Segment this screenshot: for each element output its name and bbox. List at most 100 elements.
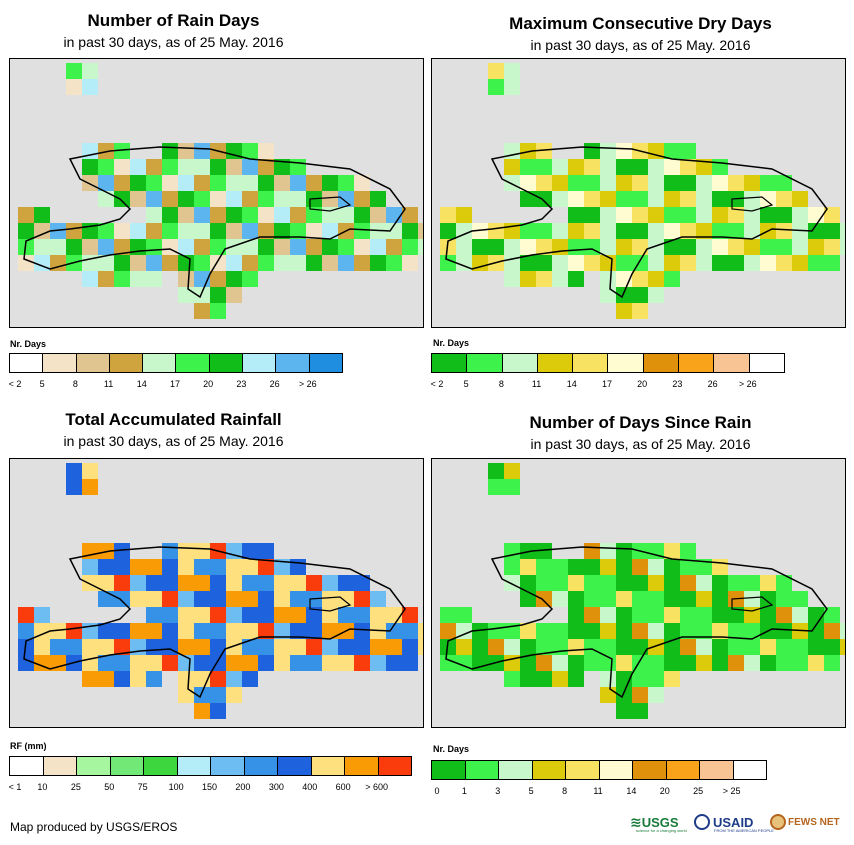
map-cell bbox=[584, 159, 600, 175]
map-cell bbox=[776, 207, 792, 223]
map-cell bbox=[146, 639, 162, 655]
map-cell bbox=[520, 175, 536, 191]
legend-swatch bbox=[345, 757, 379, 775]
map-cell bbox=[402, 223, 418, 239]
map-cell bbox=[210, 239, 226, 255]
legend-swatch bbox=[209, 354, 244, 372]
map-cell bbox=[504, 575, 520, 591]
map-cell bbox=[680, 159, 696, 175]
legend-swatch bbox=[276, 354, 310, 372]
map-cell bbox=[696, 591, 712, 607]
map-cell bbox=[210, 703, 226, 719]
map-cell bbox=[66, 463, 82, 479]
map-cell bbox=[472, 223, 488, 239]
map-cell bbox=[162, 191, 178, 207]
map-cell bbox=[130, 255, 146, 271]
map-cell bbox=[274, 591, 290, 607]
map-cell bbox=[130, 655, 146, 671]
map-cell bbox=[162, 223, 178, 239]
legend-tick-label: 5 bbox=[463, 379, 469, 389]
map-cell bbox=[34, 207, 50, 223]
map-cell bbox=[744, 639, 760, 655]
legend-title: Nr. Days bbox=[433, 338, 470, 348]
map-cell bbox=[616, 575, 632, 591]
map-cell bbox=[98, 559, 114, 575]
map-cell bbox=[354, 191, 370, 207]
map-cell bbox=[456, 623, 472, 639]
map-cell bbox=[632, 191, 648, 207]
map-cell bbox=[130, 159, 146, 175]
map-cell bbox=[258, 223, 274, 239]
map-cell bbox=[274, 223, 290, 239]
map-cell bbox=[776, 255, 792, 271]
map-cell bbox=[66, 79, 82, 95]
map-cell bbox=[386, 255, 402, 271]
legend-swatch bbox=[502, 354, 538, 372]
map-cell bbox=[146, 191, 162, 207]
legend-tick-label: < 2 bbox=[8, 379, 22, 389]
map-cell bbox=[600, 639, 616, 655]
map-canvas bbox=[18, 63, 423, 319]
map-cell bbox=[632, 671, 648, 687]
map-cell bbox=[552, 559, 568, 575]
legend-tick-label: 5 bbox=[528, 786, 534, 796]
map-cell bbox=[648, 591, 664, 607]
map-cell bbox=[50, 639, 66, 655]
map-cell bbox=[536, 175, 552, 191]
map-cell bbox=[114, 159, 130, 175]
map-cell bbox=[98, 191, 114, 207]
legend-tick-label: 14 bbox=[566, 379, 577, 389]
map-cell bbox=[744, 175, 760, 191]
legend-tick-label: 17 bbox=[601, 379, 613, 389]
map-cell bbox=[194, 607, 210, 623]
map-cell bbox=[648, 287, 664, 303]
map-cell bbox=[520, 143, 536, 159]
map-cell bbox=[824, 239, 840, 255]
map-cell bbox=[370, 191, 386, 207]
map-cell bbox=[146, 159, 162, 175]
map-cell bbox=[552, 575, 568, 591]
map-cell bbox=[258, 623, 274, 639]
map-cell bbox=[242, 655, 258, 671]
panel-days-since: Number of Days Since Rain in past 30 day… bbox=[427, 400, 854, 810]
map-cell bbox=[226, 175, 242, 191]
map-max-dry bbox=[431, 58, 846, 328]
map-cell bbox=[680, 175, 696, 191]
map-cell bbox=[290, 191, 306, 207]
legend-swatch bbox=[43, 354, 77, 372]
map-cell bbox=[178, 159, 194, 175]
map-cell bbox=[114, 255, 130, 271]
panel-title: Total Accumulated Rainfall bbox=[65, 410, 282, 429]
map-cell bbox=[744, 591, 760, 607]
map-cell bbox=[194, 287, 210, 303]
map-cell bbox=[808, 655, 824, 671]
map-cell bbox=[162, 159, 178, 175]
map-cell bbox=[242, 543, 258, 559]
map-cell bbox=[210, 207, 226, 223]
map-cell bbox=[504, 175, 520, 191]
map-cell bbox=[456, 607, 472, 623]
map-cell bbox=[472, 255, 488, 271]
map-cell bbox=[520, 543, 536, 559]
map-cell bbox=[760, 175, 776, 191]
map-cell bbox=[50, 255, 66, 271]
map-cell bbox=[258, 159, 274, 175]
map-cell bbox=[648, 671, 664, 687]
map-credit: Map produced by USGS/EROS bbox=[10, 820, 178, 834]
map-cell bbox=[824, 623, 840, 639]
map-cell bbox=[584, 607, 600, 623]
panel-title: Number of Rain Days bbox=[87, 11, 260, 30]
legend-tick-label: 8 bbox=[498, 379, 504, 389]
legend-ticks: 0 1 3 5 8 11 14 20 25 > 25 bbox=[431, 786, 765, 800]
map-cell bbox=[18, 623, 34, 639]
map-cell bbox=[34, 239, 50, 255]
map-cell bbox=[776, 239, 792, 255]
map-cell bbox=[680, 239, 696, 255]
map-cell bbox=[178, 639, 194, 655]
map-cell bbox=[504, 255, 520, 271]
map-cell bbox=[114, 191, 130, 207]
map-cell bbox=[648, 191, 664, 207]
map-cell bbox=[386, 239, 402, 255]
map-cell bbox=[568, 159, 584, 175]
map-cell bbox=[242, 671, 258, 687]
